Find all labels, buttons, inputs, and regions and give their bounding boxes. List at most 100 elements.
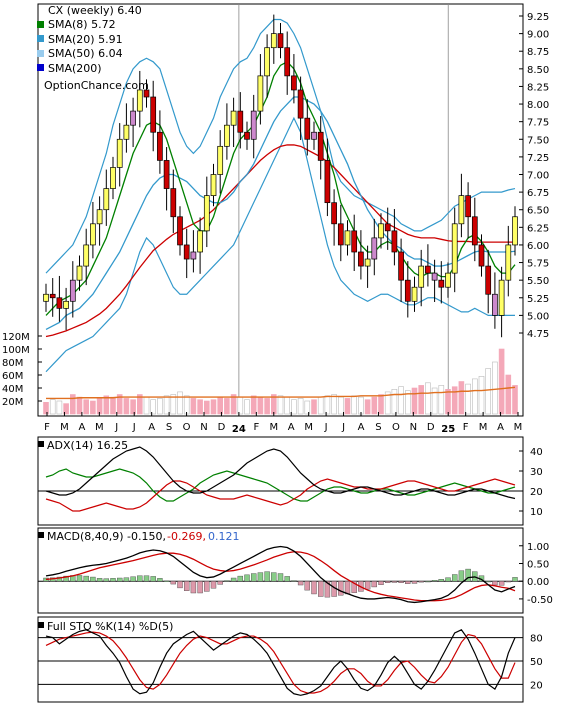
candle-body [197,230,203,253]
legend-swatch-sma20 [37,35,44,42]
macd-histogram-bar [418,581,424,583]
macd-histogram-bar [344,581,351,595]
price-tick-label: 5.00 [527,311,549,322]
macd-histogram-bar [257,572,264,582]
volume-bar [451,386,458,415]
candle-body [250,110,257,140]
macd-histogram-bar [385,581,391,583]
macd-histogram-bar [63,575,69,582]
volume-bar [471,378,478,415]
candle-body [451,223,458,274]
candle-body [317,131,324,161]
macd-hist [43,568,518,598]
macd-histogram-bar [411,581,418,584]
macd-histogram-bar [157,578,163,582]
macd-label-signal: -0.269, [167,530,206,543]
volume-bar [224,398,230,415]
adx-lines [45,446,516,512]
x-axis-label: O [183,422,191,433]
x-axis-label: O [392,422,400,433]
candle-body [485,265,492,295]
volume-bar [384,391,391,415]
x-axis-label: M [269,422,278,433]
x-axis-label: J [132,422,136,433]
x-axis-label: A [148,422,155,433]
candle-body [163,160,170,189]
volume-bar [324,395,331,415]
volume-bar [297,398,304,415]
macd-histogram-bar [130,576,136,582]
candle-body [398,251,404,281]
price-tick-label: 5.50 [527,276,549,287]
volume-bar [90,400,96,415]
volume-bar [170,394,177,415]
volume-bar [458,381,465,415]
candle-body [277,33,284,49]
sto-label: Full STO %K(14) %D(5) [47,620,173,633]
x-axis-label: F [253,422,259,433]
macd-label: MACD(8,40,9) -0.150, [47,530,166,543]
macd-histogram-bar [378,581,384,585]
legend-sma50: SMA(50) 6.04 [48,47,123,60]
legend-swatch-sma50 [37,50,44,57]
candle-body [136,89,143,112]
candle-body [458,195,465,225]
price-tick-label: 5.75 [527,259,549,270]
macd-histogram-bar [204,581,210,592]
minus-di-line [45,478,516,512]
x-axis-label: A [497,422,504,433]
macd-histogram-bar [197,581,203,594]
macd-histogram-bar [405,581,411,584]
macd-histogram-bar [224,580,230,582]
candle-body [63,300,69,309]
candle-body [411,286,418,302]
x-axis-label: J [114,422,118,433]
volume-bar [237,396,244,415]
price-tick-label: 6.75 [527,188,549,199]
adx-tick-label: 20 [530,487,543,498]
x-axis-label: F [463,422,469,433]
volume-bar [183,395,190,415]
candle-body [478,244,485,267]
volume-bar [103,395,110,415]
x-axis-label: S [166,422,172,433]
volume-bar [264,398,270,415]
candle-body [304,117,311,140]
price-grid [238,4,523,416]
macd-histogram-bar [230,577,237,582]
adx-tick-label: 10 [530,507,543,518]
volume-bar [130,399,136,415]
adx-tick-label: 40 [530,447,543,458]
volume-bar [277,395,284,415]
volume-bar [378,394,384,415]
macd-histogram-bar [237,575,244,582]
x-axis-label: S [375,422,381,433]
price-tick-label: 4.75 [527,329,549,340]
volume-bar [190,398,197,415]
macd-histogram-bar [431,580,438,582]
volume-bar [404,390,411,415]
adx-label-swatch [38,441,44,447]
macd-histogram-bar [177,581,183,589]
macd-histogram-bar [304,581,310,591]
legend-sma8: SMA(8) 5.72 [48,18,116,31]
volume-bar [371,396,378,415]
sto-tick-label: 20 [530,680,543,691]
volume-bar [438,385,445,415]
macd-histogram-bar [110,578,116,582]
macd-histogram-bar [297,581,304,586]
price-tick-label: 9.00 [527,30,549,41]
macd-histogram-bar [505,581,511,583]
candle-body [264,47,270,77]
sto-panel [37,616,524,703]
macd-histogram-bar [170,581,177,585]
macd-histogram-bar [324,581,331,598]
candle-body [217,145,224,175]
volume-bar [56,400,63,415]
candle-body [76,265,83,281]
price-tick-label: 8.75 [527,47,549,58]
candle-body [331,202,337,225]
volume-bar [304,400,311,415]
candle-body [203,195,210,232]
price-tick-label: 7.50 [527,135,549,146]
